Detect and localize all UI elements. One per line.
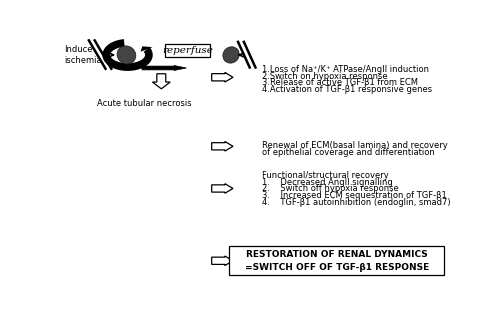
Polygon shape — [140, 46, 152, 52]
Text: 4.    TGF-β1 autoinhibition (endoglin, smad7): 4. TGF-β1 autoinhibition (endoglin, smad… — [262, 198, 450, 206]
Text: RESTORATION OF RENAL DYNAMICS
=SWITCH OFF OF TGF-β1 RESPONSE: RESTORATION OF RENAL DYNAMICS =SWITCH OF… — [244, 249, 429, 272]
Text: Renewal of ECM(basal lamina) and recovery: Renewal of ECM(basal lamina) and recover… — [262, 141, 448, 150]
Text: Acute tubular necrosis: Acute tubular necrosis — [96, 99, 191, 108]
Text: 2.    Switch off hypoxia response: 2. Switch off hypoxia response — [262, 184, 399, 193]
Polygon shape — [212, 141, 233, 151]
Polygon shape — [142, 66, 186, 70]
Polygon shape — [212, 72, 233, 82]
Polygon shape — [212, 184, 233, 193]
FancyBboxPatch shape — [165, 43, 210, 57]
Polygon shape — [212, 256, 233, 266]
FancyBboxPatch shape — [229, 246, 444, 275]
Text: of epithelial coverage and differentiation: of epithelial coverage and differentiati… — [262, 148, 435, 157]
Text: 3.    Increased ECM sequestration of TGF-β1: 3. Increased ECM sequestration of TGF-β1 — [262, 191, 447, 200]
Text: Induce
ischemia: Induce ischemia — [64, 45, 102, 65]
Ellipse shape — [117, 46, 136, 64]
Text: reperfuse: reperfuse — [162, 46, 213, 55]
Ellipse shape — [223, 47, 239, 63]
Text: 1.    Decreased AngII signalling: 1. Decreased AngII signalling — [262, 178, 393, 186]
Text: Functional/structural recovery: Functional/structural recovery — [262, 171, 389, 180]
Text: 2.Switch on hypoxia response: 2.Switch on hypoxia response — [262, 72, 388, 81]
Text: 4.Activation of TGF-β1 responsive genes: 4.Activation of TGF-β1 responsive genes — [262, 85, 432, 94]
Text: 1.Loss of Na⁺/K⁺ ATPase/AngII induction: 1.Loss of Na⁺/K⁺ ATPase/AngII induction — [262, 66, 429, 74]
Polygon shape — [152, 74, 170, 89]
Text: 3.Release of active TGF-β1 from ECM: 3.Release of active TGF-β1 from ECM — [262, 78, 418, 87]
